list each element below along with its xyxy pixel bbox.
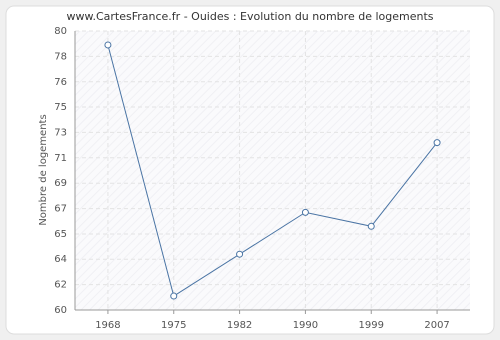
- y-tick-label: 78: [54, 51, 67, 62]
- plot-area: [75, 31, 470, 310]
- x-tick-label: 1990: [293, 320, 318, 331]
- x-tick-label: 1999: [359, 320, 384, 331]
- line: [107, 44, 438, 297]
- y-tick-label: 69: [54, 178, 67, 189]
- x-tick-label: 1968: [95, 320, 120, 331]
- y-tick-label: 73: [54, 127, 67, 138]
- point: [367, 222, 375, 230]
- x-tick-label: 1975: [161, 320, 186, 331]
- y-tick-label: 65: [54, 229, 67, 240]
- y-axis-label: Nombre de logements: [38, 114, 49, 225]
- x-tick-label: 1982: [227, 320, 252, 331]
- point: [433, 139, 441, 147]
- chart-title: www.CartesFrance.fr - Ouides : Evolution…: [67, 10, 434, 23]
- y-tick-label: 76: [54, 77, 67, 88]
- y-tick-label: 64: [54, 254, 67, 265]
- y-tick-label: 62: [54, 280, 67, 291]
- point: [301, 208, 309, 216]
- x-tick-label: 2007: [424, 320, 449, 331]
- y-tick-label: 60: [54, 305, 67, 316]
- point: [236, 250, 244, 258]
- y-tick-label: 71: [54, 153, 67, 164]
- y-tick-label: 75: [54, 102, 67, 113]
- point: [170, 292, 178, 300]
- y-tick-label: 67: [54, 204, 67, 215]
- y-tick-label: 80: [54, 26, 67, 37]
- point: [104, 41, 112, 49]
